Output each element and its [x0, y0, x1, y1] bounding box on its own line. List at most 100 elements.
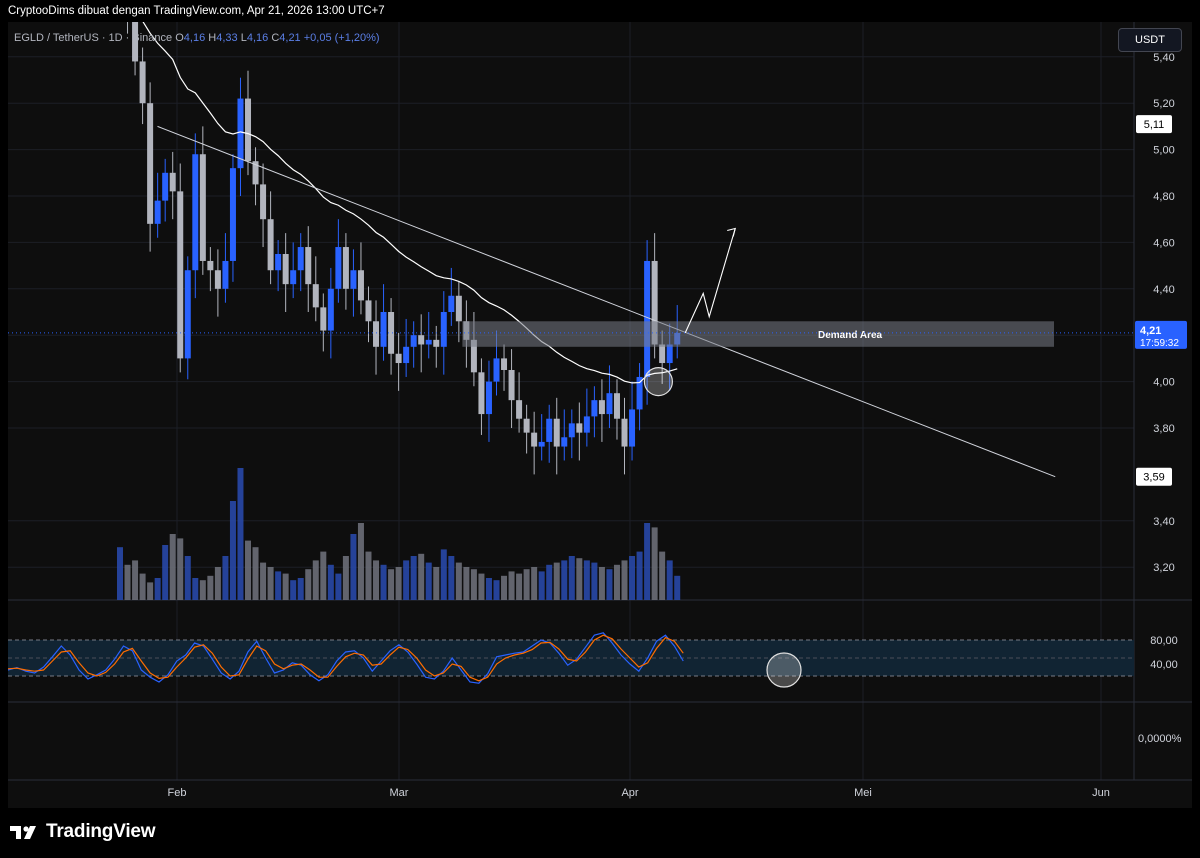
volume-bar [501, 575, 508, 600]
high-label: H [208, 32, 217, 44]
candle-body [448, 295, 455, 312]
candle-body [245, 98, 252, 162]
last-price-countdown: 17:59:32 [1140, 338, 1179, 349]
volume-bar [508, 571, 515, 600]
candle-body [327, 288, 334, 331]
candle-body [154, 200, 161, 224]
price-label-box [1136, 115, 1172, 134]
volume-bar [598, 567, 605, 600]
volume-bar [335, 573, 342, 600]
price-axis-tick: 5,20 [1153, 98, 1174, 110]
volume-bar [523, 569, 530, 600]
descending-trendline [157, 125, 1056, 478]
volume-bar [124, 564, 131, 600]
candle-body [252, 161, 259, 185]
symbol-legend[interactable]: EGLD / TetherUS · 1D · Binance O4,16 H4,… [14, 32, 380, 44]
candle-body [561, 437, 568, 447]
price-label-box [1136, 467, 1172, 486]
volume-bar [177, 538, 184, 600]
volume-bar [463, 567, 470, 600]
price-label-text: 3,59 [1143, 472, 1164, 484]
price-axis-tick: 4,80 [1153, 191, 1174, 203]
candle-body [606, 393, 613, 415]
volume-bar [327, 564, 334, 600]
candle-body [192, 154, 199, 271]
volume-bar [583, 560, 590, 600]
volume-bar [568, 556, 575, 600]
high-value: 4,33 [216, 32, 238, 44]
tradingview-logo[interactable]: TradingView [10, 821, 156, 843]
volume-bar [222, 556, 229, 600]
candle-body [531, 432, 538, 447]
candle-body [478, 372, 485, 415]
volume-bar [485, 578, 492, 600]
volume-bar [245, 540, 252, 600]
candle-body [214, 270, 221, 289]
volume-bar [229, 501, 236, 600]
volume-bar [425, 562, 432, 600]
empty-pane-axis-tick: 0,0000% [1138, 733, 1182, 745]
candle-body [177, 191, 184, 359]
candle-body [275, 254, 282, 271]
volume-bar [591, 562, 598, 600]
volume-bar [260, 562, 267, 600]
candle-body [440, 312, 447, 347]
candle-body [229, 168, 236, 261]
tradingview-logo-text: TradingView [46, 821, 156, 842]
candle-body [644, 260, 651, 377]
candle-body [538, 441, 545, 447]
currency-button[interactable]: USDT [1118, 28, 1182, 52]
chart-area[interactable]: Demand Area5,405,205,004,804,604,404,204… [8, 22, 1192, 808]
stoch-circle-highlight [766, 652, 802, 688]
volume-bar [418, 553, 425, 600]
retest-circle-highlight [643, 367, 673, 397]
volume-bar [395, 567, 402, 600]
volume-bar [576, 558, 583, 600]
chart-svg[interactable]: Demand Area5,405,205,004,804,604,404,204… [8, 22, 1192, 808]
candle-body [305, 247, 312, 285]
volume-bar [380, 564, 387, 600]
volume-bar [644, 523, 651, 600]
stoch-k-line [8, 632, 684, 684]
volume-bar [132, 560, 139, 600]
volume-bar [252, 547, 259, 600]
volume-bar [493, 580, 500, 600]
candle-body [568, 423, 575, 438]
volume-bar [561, 560, 568, 600]
volume-bar [169, 534, 176, 600]
candle-body [455, 295, 462, 322]
volume-bar [516, 573, 523, 600]
volume-bars [117, 468, 681, 600]
candle-body [591, 400, 598, 417]
volume-bar [674, 575, 681, 600]
candle-body [553, 418, 560, 447]
demand-area-label: Demand Area [818, 330, 883, 341]
symbol-name[interactable]: EGLD / TetherUS · 1D · Binance [14, 32, 173, 44]
volume-bar [373, 560, 380, 600]
volume-bar [470, 569, 477, 600]
volume-bar [478, 573, 485, 600]
candle-body [320, 307, 327, 331]
footer: TradingView [0, 808, 1200, 858]
candle-body [373, 321, 380, 347]
volume-bar [546, 564, 553, 600]
candle-body [516, 400, 523, 419]
volume-bar [636, 551, 643, 600]
candle-body [282, 254, 289, 285]
volume-bar [666, 560, 673, 600]
price-axis-tick: 5,40 [1153, 52, 1174, 64]
volume-bar [214, 567, 221, 600]
candle-body [312, 284, 319, 308]
price-label-text: 5,11 [1144, 119, 1165, 131]
volume-bar [305, 569, 312, 600]
stoch-axis-tick: 80,00 [1150, 635, 1178, 647]
candle-body [222, 260, 229, 289]
volume-bar [154, 578, 161, 600]
candle-body [403, 346, 410, 364]
candle-body [395, 353, 402, 364]
candle-body [598, 400, 605, 415]
volume-bar [629, 556, 636, 600]
price-axis-tick: 4,40 [1153, 284, 1174, 296]
candle-body [290, 270, 297, 285]
volume-bar [388, 569, 395, 600]
